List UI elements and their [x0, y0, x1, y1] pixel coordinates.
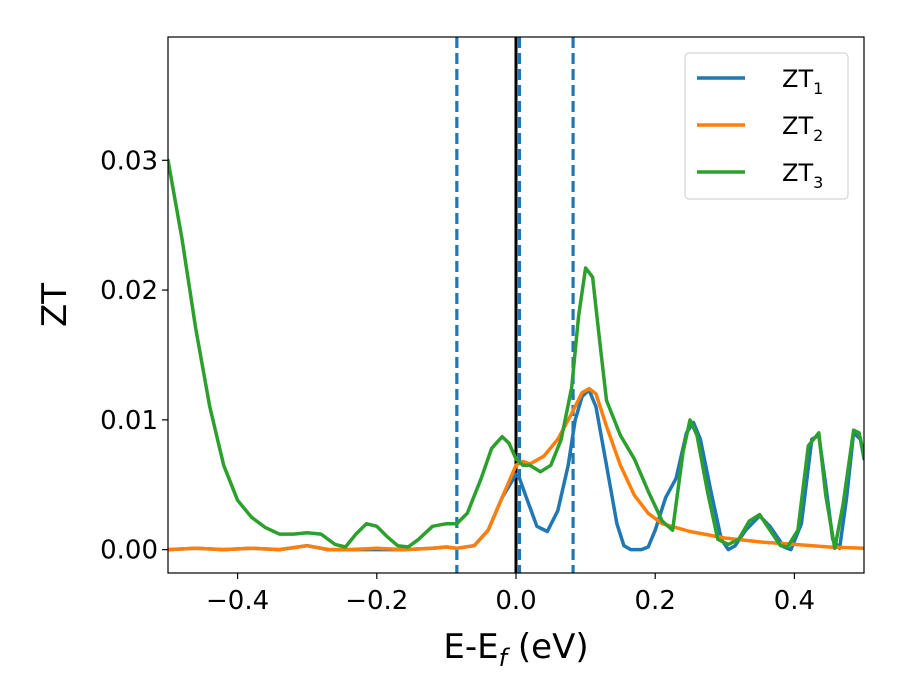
y-axis-label: ZT	[35, 283, 75, 327]
x-tick-label: 0.4	[774, 586, 815, 616]
y-tick-label: 0.03	[100, 146, 158, 176]
y-tick-label: 0.01	[100, 406, 158, 436]
legend-label: ZT2	[782, 112, 823, 145]
legend-box	[684, 52, 849, 200]
y-axis: 0.00 0.01 0.02 0.03	[100, 146, 168, 566]
series-line-zt-3	[168, 158, 864, 551]
legend-label: ZT3	[782, 159, 823, 192]
x-tick-label: 0.2	[635, 586, 676, 616]
legend: ZT1 ZT2 ZT3	[684, 52, 849, 200]
y-tick-label: 0.00	[100, 536, 158, 566]
x-axis: −0.4 −0.2 0.0 0.2 0.4	[206, 573, 815, 616]
x-tick-label: −0.4	[206, 586, 269, 616]
y-tick-label: 0.02	[100, 276, 158, 306]
x-tick-label: 0.0	[495, 586, 536, 616]
x-tick-label: −0.2	[345, 586, 408, 616]
series-layer	[168, 158, 864, 552]
legend-label: ZT1	[782, 65, 823, 98]
reference-lines	[455, 37, 575, 573]
x-axis-label: E-Ef (eV)	[443, 627, 588, 672]
